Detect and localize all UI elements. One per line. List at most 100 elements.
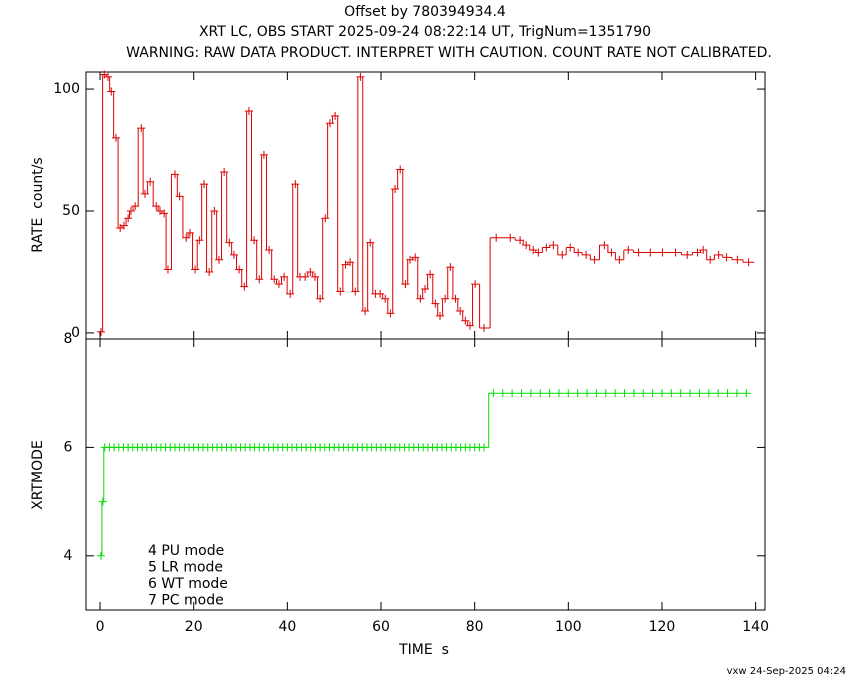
annotation: 4 PU mode — [148, 543, 224, 559]
data-step — [503, 233, 516, 242]
data-step — [416, 294, 425, 303]
data-step — [563, 389, 574, 398]
data-step — [507, 389, 517, 398]
data-step — [692, 248, 702, 257]
data-step — [220, 167, 229, 176]
data-step — [669, 248, 682, 257]
data-step — [286, 289, 295, 298]
data-step — [200, 180, 209, 189]
data-step — [401, 280, 410, 289]
data-step — [376, 289, 385, 298]
data-step — [310, 272, 319, 281]
data-step — [331, 111, 340, 120]
data-step — [195, 236, 204, 245]
data-step — [657, 389, 667, 398]
data-step — [301, 272, 310, 281]
data-step — [214, 255, 223, 264]
data-step — [615, 255, 624, 264]
data-step — [534, 248, 543, 257]
data-step — [96, 551, 105, 560]
data-step — [124, 214, 133, 223]
data-step — [255, 275, 264, 284]
data-step — [98, 497, 107, 506]
chart-subtitle: XRT LC, OBS START 2025-09-24 08:22:14 UT… — [199, 24, 651, 40]
data-step — [676, 389, 686, 398]
data-step — [694, 389, 705, 398]
data-step — [386, 309, 395, 318]
data-step — [638, 389, 648, 398]
data-step — [465, 321, 474, 330]
data-step — [259, 150, 268, 159]
data-step — [225, 238, 234, 247]
data-step — [191, 265, 200, 274]
y-tick-label: 0 — [71, 325, 80, 341]
data-step — [656, 248, 670, 257]
data-step — [704, 389, 714, 398]
data-step — [441, 294, 450, 303]
y-tick-label: 4 — [64, 548, 73, 564]
data-step — [644, 248, 657, 257]
data-step — [341, 260, 350, 269]
y-axis-label: XRTMODE — [30, 440, 46, 510]
data-step — [396, 165, 405, 174]
data-step — [316, 294, 325, 303]
data-step — [182, 233, 191, 242]
chart-title: Offset by 780394934.4 — [344, 4, 506, 20]
data-step — [471, 280, 480, 289]
data-step — [240, 282, 249, 291]
y-tick-label: 8 — [64, 331, 73, 347]
data-step — [741, 389, 751, 398]
annotation: 5 LR mode — [148, 560, 223, 576]
data-step — [346, 258, 355, 267]
data-step — [137, 124, 146, 133]
data-step — [210, 206, 219, 215]
x-tick-label: 40 — [278, 619, 296, 635]
data-step — [229, 250, 238, 259]
y-tick-label: 6 — [64, 439, 73, 455]
data-step — [411, 253, 420, 262]
data-step — [175, 192, 184, 201]
data-step — [431, 299, 440, 308]
data-step — [732, 389, 742, 398]
data-step — [160, 209, 169, 218]
data-step — [163, 265, 172, 274]
data-step — [141, 189, 150, 198]
data-step — [706, 255, 715, 264]
data-step — [336, 287, 345, 296]
data-step — [544, 389, 555, 398]
data-step — [250, 236, 259, 245]
data-step — [557, 250, 567, 259]
data-step — [542, 243, 551, 252]
data-step — [573, 389, 583, 398]
y-tick-label: 50 — [62, 203, 80, 219]
x-tick-label: 0 — [96, 619, 105, 635]
x-tick-label: 140 — [742, 619, 769, 635]
data-step — [599, 241, 609, 250]
data-step — [170, 170, 179, 179]
annotation: 6 WT mode — [148, 576, 228, 592]
data-step — [574, 248, 583, 257]
data-step — [731, 255, 743, 264]
data-step — [366, 238, 375, 247]
data-step — [406, 255, 415, 264]
data-step — [699, 246, 708, 254]
data-step — [205, 267, 214, 276]
data-step — [713, 389, 723, 398]
data-step — [270, 275, 279, 284]
x-tick-label: 100 — [555, 619, 582, 635]
data-step — [265, 246, 274, 254]
data-step — [155, 206, 164, 215]
data-step — [515, 236, 525, 245]
data-step — [381, 294, 390, 303]
x-tick-label: 20 — [185, 619, 203, 635]
x-tick-label: 120 — [649, 619, 676, 635]
x-axis-label: TIME s — [398, 642, 449, 658]
data-step — [280, 272, 289, 281]
data-step — [526, 389, 536, 398]
annotation: 7 PC mode — [148, 593, 224, 609]
data-step — [446, 263, 455, 272]
x-tick-label: 80 — [466, 619, 484, 635]
y-tick-label: 100 — [53, 81, 80, 97]
